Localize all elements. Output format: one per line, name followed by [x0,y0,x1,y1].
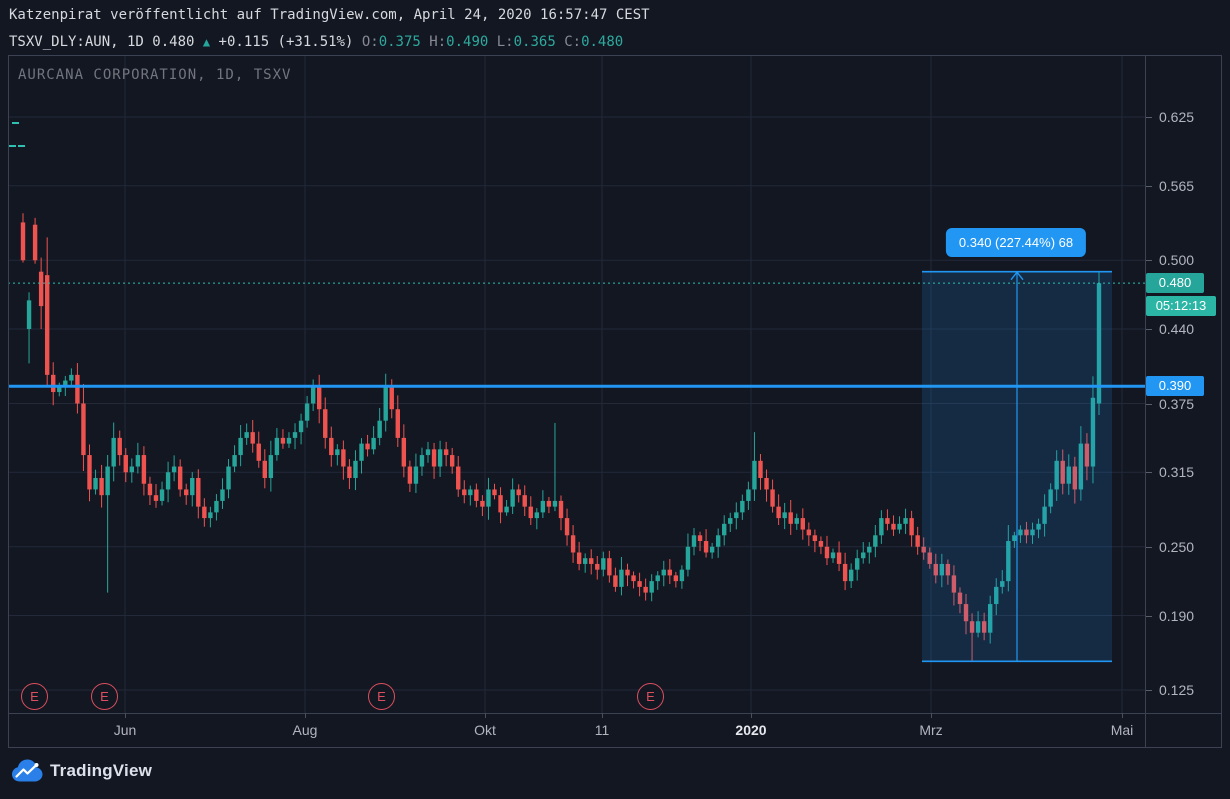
price-tick-label: 0.565 [1159,177,1195,194]
price-tick [1146,615,1152,617]
low-value: 0.365 [513,34,556,50]
price-tick-label: 0.500 [1159,252,1195,269]
price-change: +0.115 (+31.51%) [210,34,362,50]
price-tick-label: 0.250 [1159,538,1195,555]
low-label: L: [488,34,514,50]
time-tick-label: Okt [474,722,496,738]
earnings-marker[interactable]: E [91,683,118,710]
close-value: 0.480 [581,34,624,50]
price-tick [1146,260,1152,262]
symbol-quote-line: TSXV_DLY:AUN, 1D 0.480 ▲ +0.115 (+31.51%… [9,34,623,50]
measure-tool[interactable] [922,270,1112,663]
earnings-marker[interactable]: E [21,683,48,710]
tradingview-logo[interactable]: TradingView [12,759,152,782]
time-tick-label: Mai [1110,722,1134,738]
open-value: 0.375 [378,34,421,50]
price-tick-label: 0.125 [1159,682,1195,698]
price-tick-label: 0.625 [1159,109,1195,125]
price-tick-label: 0.440 [1159,321,1195,337]
price-tick [1146,403,1152,405]
time-tick-label: 2020 [735,722,767,738]
tradingview-cloud-icon [12,759,43,782]
price-axis-border [1145,55,1146,748]
candles [20,213,1102,662]
bar-countdown-badge: 05:12:13 [1146,296,1216,317]
time-tick-label: 11 [594,722,610,738]
last-price-badge: 0.480 [1146,273,1204,294]
time-tick [751,713,752,718]
price-tick-label: 0.315 [1159,464,1195,481]
price-tick [1146,472,1152,474]
high-value: 0.490 [446,34,489,50]
price-tick [1146,117,1152,118]
open-label: O: [361,34,379,50]
gridlines [8,55,1145,713]
price-tick-label: 0.375 [1159,395,1195,412]
time-tick-label: Jun [113,722,137,738]
price-tick [1146,185,1152,187]
time-tick [602,713,603,718]
high-label: H: [420,34,447,50]
earnings-marker[interactable]: E [368,683,395,710]
chart-frame [8,55,1222,748]
candlestick-chart[interactable] [8,55,1145,713]
legend-dashes [9,122,25,147]
measure-tool-label[interactable]: 0.340 (227.44%) 68 [945,228,1087,257]
earnings-marker[interactable]: E [637,683,664,710]
time-tick [485,713,486,718]
price-tick [1146,690,1152,691]
time-tick-label: Mrz [919,722,943,738]
symbol-name: TSXV_DLY:AUN, 1D [9,34,153,50]
time-tick [931,713,932,718]
tradingview-logo-text: TradingView [50,760,153,780]
time-tick-label: Aug [292,722,318,738]
price-tick-label: 0.190 [1159,607,1195,624]
time-axis[interactable]: Jun Aug Okt 11 2020 Mrz Mai [8,713,1145,748]
last-price: 0.480 [152,34,195,50]
publish-byline: Katzenpirat veröffentlicht auf TradingVi… [9,7,650,23]
level-price-badge: 0.390 [1146,376,1204,397]
price-tick [1146,329,1152,330]
time-tick [125,713,126,718]
price-tick [1146,546,1152,548]
chart-watermark: AURCANA CORPORATION, 1D, TSXV [18,67,292,83]
up-arrow-icon: ▲ [202,35,211,49]
time-tick [305,713,306,718]
price-axis[interactable]: 0.625 0.565 0.500 0.440 0.375 0.315 0.250 0.190… [1146,55,1222,713]
time-tick [1122,713,1123,718]
close-label: C: [555,34,582,50]
time-axis-border [8,713,1222,714]
